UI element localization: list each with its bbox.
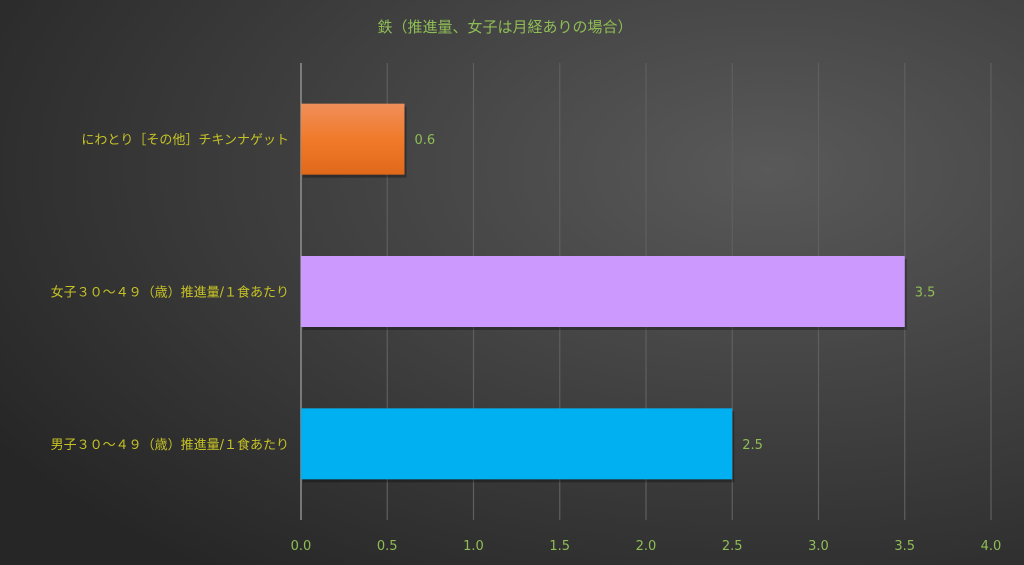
- data-label: 2.5: [742, 438, 763, 453]
- x-tick-label: 2.5: [722, 539, 743, 554]
- bar: [301, 408, 733, 480]
- bar: [301, 103, 405, 175]
- category-label: 女子３０～４９（歳）推進量/１食あたり: [51, 285, 289, 301]
- x-tick-label: 0.0: [291, 539, 312, 554]
- chart-title: 鉄（推進量、女子は月経ありの場合）: [377, 18, 632, 36]
- x-tick-label: 2.0: [636, 539, 657, 554]
- x-tick-label: 1.5: [549, 539, 570, 554]
- category-label: にわとり［その他］チキンナゲット: [81, 133, 289, 148]
- category-label: 男子３０～４９（歳）推進量/１食あたり: [51, 437, 289, 453]
- data-label: 0.6: [415, 133, 436, 148]
- x-tick-label: 4.0: [981, 539, 1002, 554]
- bar: [301, 256, 905, 327]
- x-tick-label: 1.0: [463, 539, 484, 554]
- x-tick-label: 0.5: [377, 539, 398, 554]
- x-tick-label: 3.5: [894, 539, 915, 554]
- x-tick-label: 3.0: [808, 539, 829, 554]
- data-label: 3.5: [915, 286, 936, 301]
